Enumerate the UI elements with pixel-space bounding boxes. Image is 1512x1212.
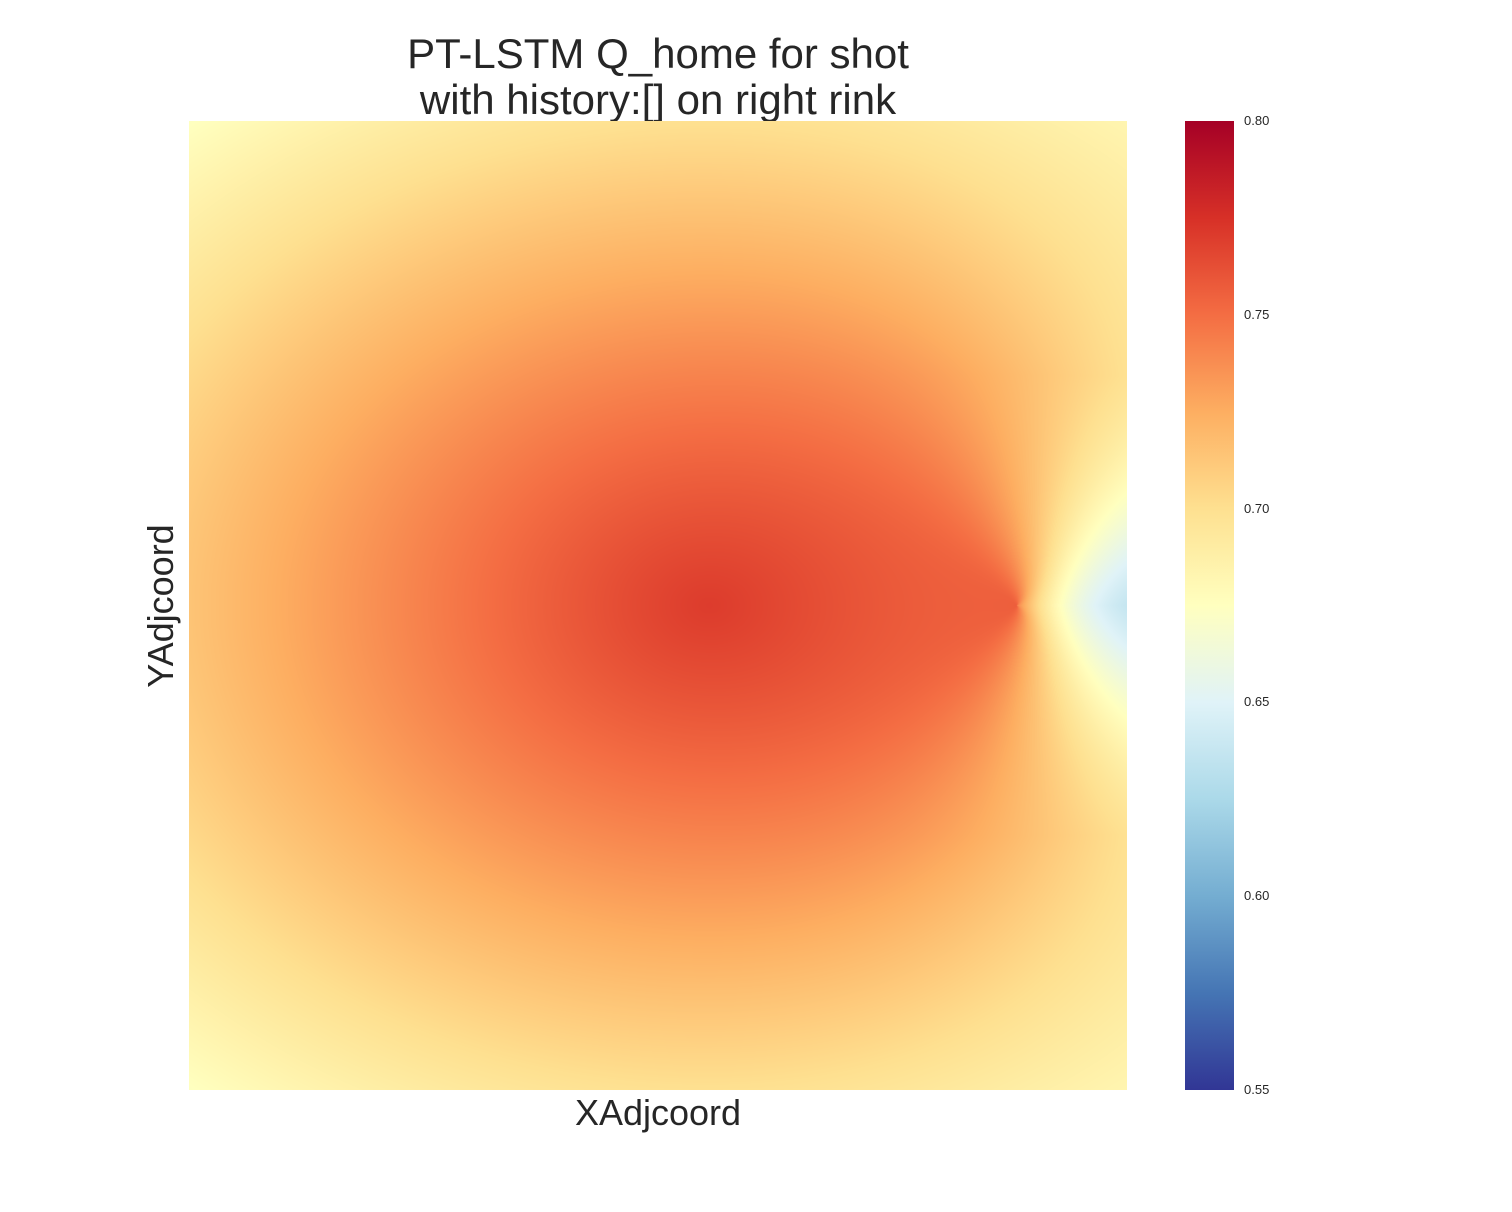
heatmap-plot-area xyxy=(189,121,1127,1090)
colorbar-tick-label: 0.80 xyxy=(1244,113,1270,128)
colorbar-tick-label: 0.70 xyxy=(1244,500,1270,516)
colorbar-tick-label: 0.55 xyxy=(1244,1082,1270,1097)
x-axis-label: XAdjcoord xyxy=(574,1092,742,1133)
colorbar-tick-label: 0.60 xyxy=(1244,888,1270,904)
chart-title-line-1: PT-LSTM Q_home for shot xyxy=(407,30,909,77)
colorbar xyxy=(1185,121,1234,1090)
chart-title-line-2: with history:[] on right rink xyxy=(419,76,897,123)
colorbar-tick-label: 0.75 xyxy=(1244,306,1270,322)
colorbar-tick-label: 0.65 xyxy=(1244,694,1270,710)
colorbar-gradient xyxy=(1185,121,1234,1090)
y-axis-label: YAdjcoord xyxy=(140,524,181,688)
